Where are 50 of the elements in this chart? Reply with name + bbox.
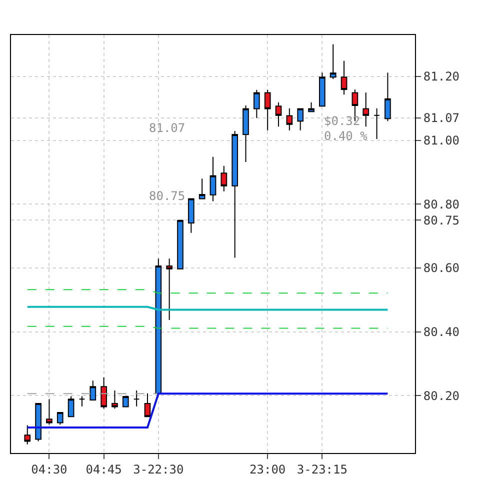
y-tick-label: 81.07 — [423, 111, 460, 126]
candlestick — [112, 390, 118, 410]
annotation: 0.40 % — [324, 129, 368, 143]
candlestick — [297, 108, 304, 131]
candlestick — [78, 396, 86, 407]
candlestick — [308, 102, 314, 112]
candlestick — [144, 392, 151, 418]
candlestick — [384, 72, 391, 122]
candlestick — [220, 165, 228, 192]
candlestick — [340, 60, 348, 96]
candlestick — [133, 390, 140, 407]
candlestick — [286, 108, 293, 131]
candlestick — [198, 178, 206, 200]
candlestick — [232, 130, 238, 258]
candlestick — [35, 403, 42, 442]
y-tick-label: 80.20 — [423, 388, 460, 403]
candlestick — [188, 198, 194, 234]
candlestick — [242, 105, 249, 162]
x-tick-label: 04:45 — [86, 462, 122, 476]
candlestick — [46, 398, 52, 426]
x-tick-label: 04:30 — [31, 462, 68, 476]
y-tick-label: 80.75 — [423, 213, 460, 228]
candlestick — [68, 396, 74, 418]
candlestick — [210, 156, 216, 202]
annotation: 80.75 — [149, 189, 186, 203]
x-tick-label: 3-22:30 — [133, 462, 184, 476]
candlestick — [275, 102, 282, 128]
candlestick — [319, 72, 326, 107]
candlestick — [90, 380, 96, 401]
candlestick — [362, 92, 370, 128]
candlestick — [264, 89, 271, 131]
y-tick-label: 81.20 — [423, 70, 460, 84]
x-tick-label: 3-23:15 — [296, 462, 348, 476]
candlestick — [56, 412, 64, 426]
y-tick-label: 81.00 — [423, 134, 460, 148]
candlestick — [155, 258, 162, 394]
y-tick-label: 80.60 — [423, 261, 460, 276]
x-tick-label: 23:00 — [250, 462, 286, 476]
candlestick — [122, 396, 129, 408]
candlestick — [374, 108, 380, 140]
candlestick — [166, 258, 172, 320]
annotation: 81.07 — [149, 121, 186, 135]
candlestick — [100, 376, 107, 410]
y-tick-label: 80.80 — [423, 197, 460, 212]
annotation: $0.32 — [324, 114, 360, 128]
candlestick — [177, 220, 184, 270]
candlestick — [330, 44, 336, 80]
candlestick — [24, 424, 31, 445]
candlestick — [254, 89, 260, 118]
y-tick-label: 80.40 — [423, 324, 460, 339]
